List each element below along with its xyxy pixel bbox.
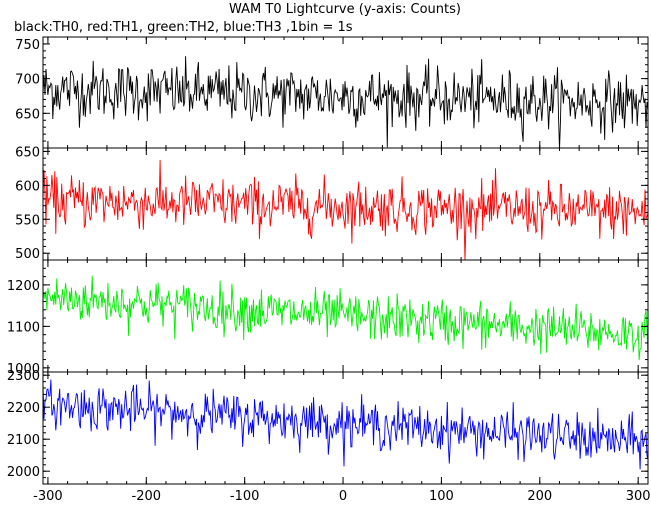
y-tick-label: 1100 (7, 320, 40, 335)
y-tick-label: 650 (15, 107, 40, 122)
y-tick-label: 2200 (7, 401, 40, 416)
y-tick-label: 750 (15, 38, 40, 53)
x-tick-label: -300 (33, 489, 63, 504)
y-tick-label: 1200 (7, 279, 40, 294)
x-tick-label: 300 (626, 489, 651, 504)
y-tick-label: 500 (15, 247, 40, 262)
chart-subtitle: black:TH0, red:TH1, green:TH2, blue:TH3 … (14, 20, 353, 35)
x-tick-label: 200 (527, 489, 552, 504)
series-line-th1 (43, 159, 648, 260)
panel-th2: 1000 1100 1200 (7, 259, 649, 377)
panels-group: 650 700 750 500 550 600 650 1000 1100 1200 2000 210… (7, 36, 649, 485)
x-tick-label: -200 (132, 489, 162, 504)
series-line-th3 (43, 379, 648, 470)
chart-title: WAM T0 Lightcurve (y-axis: Counts) (229, 2, 461, 17)
panel-th3: 2000 2100 2200 2300 (7, 369, 649, 485)
panel-th0: 650 700 750 (15, 36, 649, 149)
y-tick-label: 2100 (7, 433, 40, 448)
y-tick-label: 550 (15, 213, 40, 228)
y-tick-label: 650 (15, 145, 40, 160)
x-tick-label: 0 (339, 489, 347, 504)
panel-frame (42, 371, 649, 485)
y-tick-label: 2300 (7, 369, 40, 384)
panel-th1: 500 550 600 650 (15, 145, 649, 262)
x-axis: -300 -200 -100 0 100 200 300 (33, 489, 650, 504)
y-tick-label: 600 (15, 179, 40, 194)
series-line-th0 (43, 56, 648, 148)
y-tick-label: 2000 (7, 465, 40, 480)
y-tick-label: 1000 (7, 362, 40, 377)
series-line-th2 (43, 275, 648, 366)
x-tick-label: -100 (230, 489, 260, 504)
y-tick-label: 700 (15, 73, 40, 88)
x-tick-label: 100 (429, 489, 454, 504)
